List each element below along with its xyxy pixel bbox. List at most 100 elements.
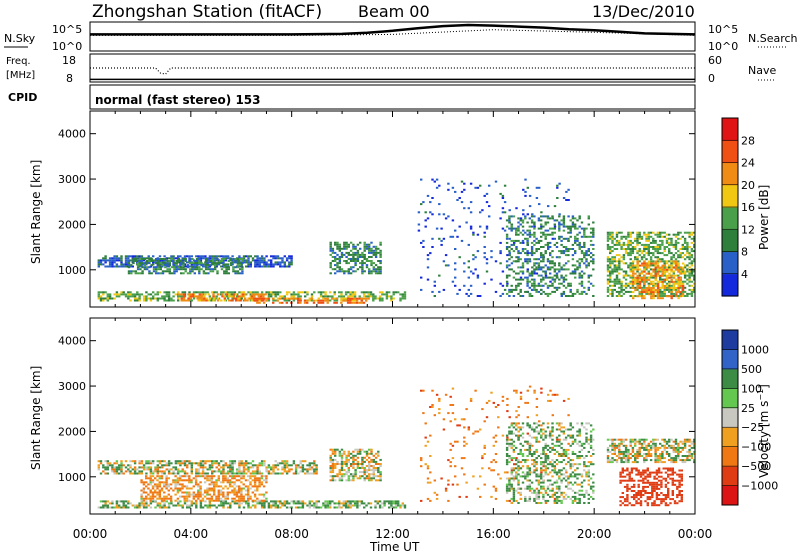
data-cell [276, 299, 279, 302]
data-cell [528, 448, 532, 451]
data-cell [213, 291, 216, 294]
data-cell [663, 288, 666, 291]
data-cell [201, 472, 205, 475]
data-cell [580, 235, 584, 238]
data-cell [247, 468, 250, 471]
data-cell [392, 291, 395, 294]
data-cell [510, 248, 513, 250]
data-cell [519, 475, 522, 478]
data-cell [211, 472, 214, 475]
data-cell [194, 479, 198, 482]
data-cell [247, 259, 250, 262]
data-cell [580, 250, 584, 253]
data-cell [254, 506, 257, 509]
data-cell [156, 502, 159, 505]
data-cell [460, 201, 464, 204]
data-cell [613, 268, 616, 271]
data-cell [622, 284, 626, 287]
data-cell [211, 262, 215, 265]
data-cell [508, 442, 511, 445]
data-cell [120, 259, 123, 262]
data-cell [632, 287, 635, 289]
data-cell [188, 506, 191, 509]
data-cell [358, 295, 361, 298]
data-cell [510, 497, 513, 500]
data-cell [553, 280, 556, 283]
data-cell [585, 260, 588, 263]
data-cell [297, 506, 300, 509]
data-cell [521, 475, 525, 478]
data-cell [267, 295, 271, 298]
data-cell [620, 235, 623, 238]
data-cell [265, 470, 268, 473]
data-cell [424, 444, 427, 447]
data-cell [209, 268, 212, 271]
data-cell [677, 285, 680, 287]
data-cell [435, 393, 439, 396]
data-cell [356, 463, 360, 465]
data-cell [370, 249, 373, 252]
data-cell [281, 257, 284, 260]
data-cell [654, 285, 658, 287]
data-cell [508, 252, 511, 255]
data-cell [283, 462, 286, 465]
data-cell [127, 262, 131, 265]
data-cell [329, 448, 332, 451]
data-cell [592, 229, 595, 232]
data-cell [666, 295, 669, 298]
data-cell [372, 471, 375, 474]
data-cell [688, 256, 691, 259]
data-cell [152, 470, 155, 473]
data-cell [538, 440, 541, 443]
data-cell [170, 468, 173, 471]
data-cell [618, 243, 621, 246]
data-cell [211, 263, 214, 266]
data-cell [677, 250, 680, 253]
data-cell [190, 481, 193, 484]
data-cell [583, 227, 586, 230]
data-cell [326, 301, 329, 304]
data-cell [238, 495, 241, 498]
data-cell [463, 418, 466, 421]
data-cell [345, 479, 348, 482]
data-cell [136, 272, 140, 275]
data-cell [634, 248, 637, 250]
data-cell [420, 276, 423, 279]
data-cell [283, 460, 286, 463]
data-cell [690, 250, 694, 253]
data-cell [668, 280, 671, 283]
data-cell [166, 260, 169, 262]
data-cell [136, 468, 139, 471]
data-cell [213, 475, 216, 478]
data-cell [643, 284, 646, 287]
data-cell [149, 475, 152, 478]
data-cell [185, 487, 189, 490]
data-cell [508, 485, 511, 488]
data-cell [206, 460, 209, 463]
data-cell [677, 297, 680, 300]
data-cell [345, 247, 348, 250]
data-cell [611, 231, 614, 234]
data-cell [278, 297, 282, 300]
data-cell [238, 291, 241, 294]
data-cell [372, 460, 375, 463]
data-cell [615, 266, 619, 269]
data-cell [253, 485, 257, 488]
data-cell [508, 217, 511, 220]
data-cell [149, 299, 153, 302]
data-cell [340, 299, 343, 302]
data-cell [629, 276, 632, 279]
data-cell [564, 246, 568, 248]
data-cell [170, 462, 173, 465]
data-cell [361, 262, 364, 265]
data-cell [686, 268, 689, 271]
data-cell [374, 463, 378, 465]
data-cell [336, 245, 339, 248]
data-cell [677, 268, 680, 271]
data-cell [127, 257, 130, 260]
data-cell [672, 288, 675, 291]
data-cell [569, 229, 572, 232]
data-cell [215, 255, 218, 258]
data-cell [546, 266, 550, 269]
data-cell [163, 497, 166, 500]
